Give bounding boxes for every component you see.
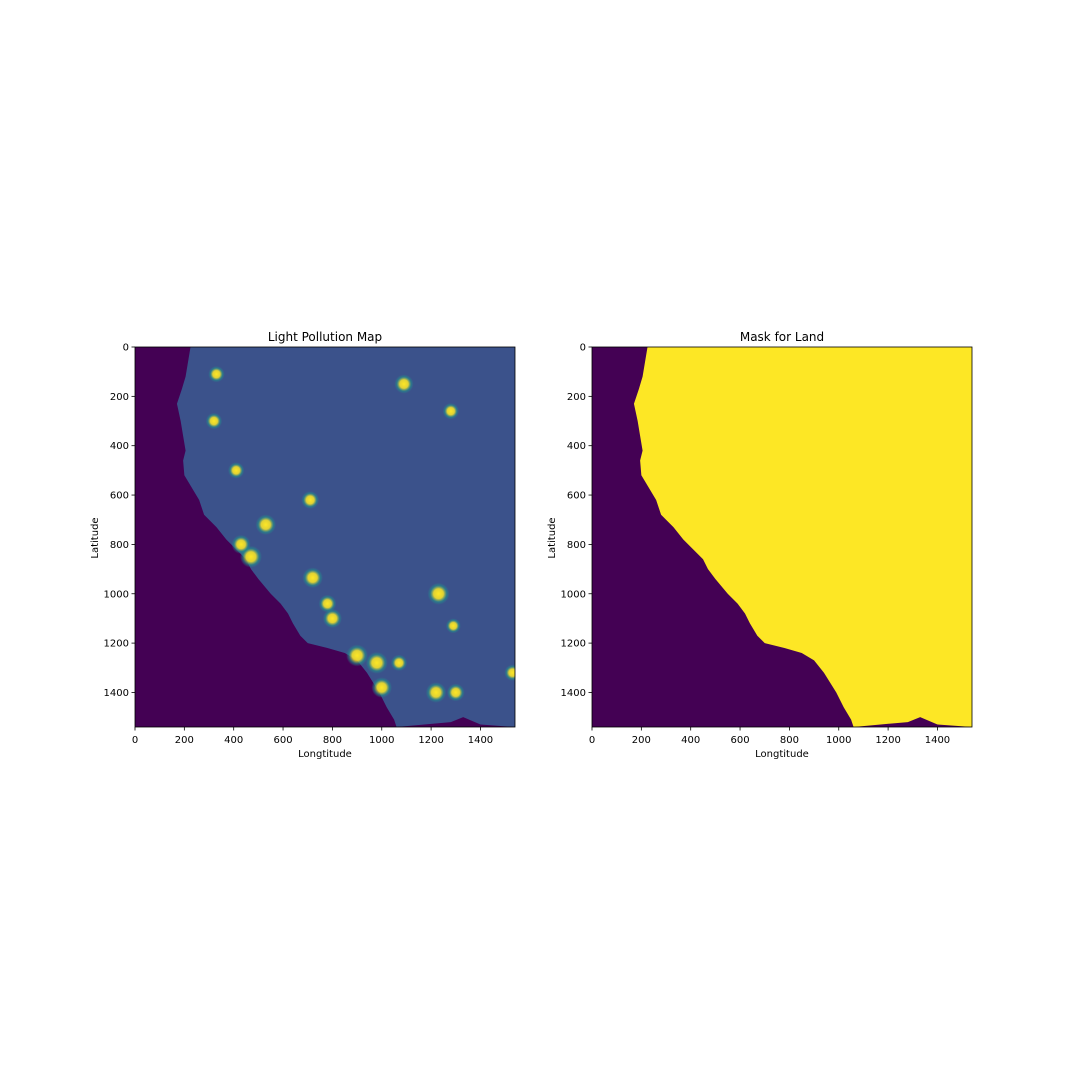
y-tick-label: 1000: [561, 589, 586, 600]
y-tick-label: 0: [580, 343, 586, 354]
light-spot: [255, 514, 277, 535]
y-tick-label: 1400: [104, 688, 129, 699]
x-tick-label: 1000: [369, 735, 394, 746]
light-spot: [365, 651, 388, 674]
x-tick-label: 600: [731, 735, 750, 746]
light-spot: [446, 683, 465, 702]
x-tick-label: 600: [274, 735, 293, 746]
land-mask-ylabel: Latitude: [547, 517, 558, 558]
light-spot: [427, 582, 450, 605]
light-pollution-ticks: 0 200 400 600 800 1000 1200 1400 0 200 400 600 800 10…: [104, 343, 494, 747]
light-spot: [504, 664, 515, 681]
light-spot: [302, 567, 323, 589]
light-pollution-ylabel: Latitude: [90, 517, 101, 558]
light-spot: [322, 608, 343, 629]
x-tick-label: 800: [780, 735, 799, 746]
x-tick-label: 200: [175, 735, 194, 746]
light-spot: [371, 677, 393, 698]
light-spot: [227, 462, 245, 479]
y-tick-label: 1400: [561, 688, 586, 699]
y-tick-label: 200: [110, 392, 129, 403]
y-tick-label: 600: [110, 491, 129, 502]
land-region: [176, 347, 515, 727]
y-tick-label: 0: [123, 343, 129, 354]
land-mask-panel: Mask for Land 0 200 400 600 800 1000 1200 14000…: [547, 330, 973, 760]
y-tick-label: 400: [567, 441, 586, 452]
y-tick-label: 1000: [104, 589, 129, 600]
light-spot: [208, 365, 225, 383]
land-mask-plot-area: [591, 346, 973, 728]
y-tick-label: 800: [567, 540, 586, 551]
light-spot: [425, 682, 447, 703]
y-tick-label: 800: [110, 540, 129, 551]
y-tick-label: 600: [567, 491, 586, 502]
y-tick-label: 1200: [104, 639, 129, 650]
light-pollution-xlabel: Longtitude: [298, 749, 352, 760]
axes-frame: [134, 346, 516, 728]
x-tick-label: 0: [132, 735, 138, 746]
light-spot: [301, 491, 320, 509]
light-spot: [445, 618, 461, 634]
x-tick-label: 1400: [468, 735, 493, 746]
light-spot: [231, 534, 251, 555]
y-tick-label: 1200: [561, 639, 586, 650]
x-tick-label: 400: [224, 735, 243, 746]
x-tick-label: 0: [589, 735, 595, 746]
y-tick-label: 400: [110, 441, 129, 452]
x-tick-label: 1000: [826, 735, 851, 746]
land-mask-xlabel: Longtitude: [755, 749, 809, 760]
light-pollution-plot-area: [134, 346, 516, 728]
light-spot: [390, 654, 408, 672]
x-tick-label: 1400: [925, 735, 950, 746]
x-tick-label: 1200: [418, 735, 443, 746]
land-mask-ticks: 0 200 400 600 800 1000 1200 1400 0 200 400 600 800 10…: [561, 343, 951, 747]
land-mask-title: Mask for Land: [740, 330, 824, 344]
light-spot: [346, 644, 369, 667]
y-tick-label: 200: [567, 392, 586, 403]
light-spot: [318, 594, 337, 613]
light-spot: [205, 412, 223, 430]
x-tick-label: 200: [632, 735, 651, 746]
axes-frame: [591, 346, 973, 728]
x-tick-label: 400: [681, 735, 700, 746]
x-tick-label: 800: [323, 735, 342, 746]
land-region: [633, 347, 972, 727]
x-tick-label: 1200: [875, 735, 900, 746]
light-pollution-title: Light Pollution Map: [268, 330, 382, 344]
light-spot: [442, 402, 460, 420]
light-spot: [394, 374, 414, 394]
light-pollution-panel: Light Pollution Map 0 200 400 600 800 1000 120…: [90, 330, 516, 760]
